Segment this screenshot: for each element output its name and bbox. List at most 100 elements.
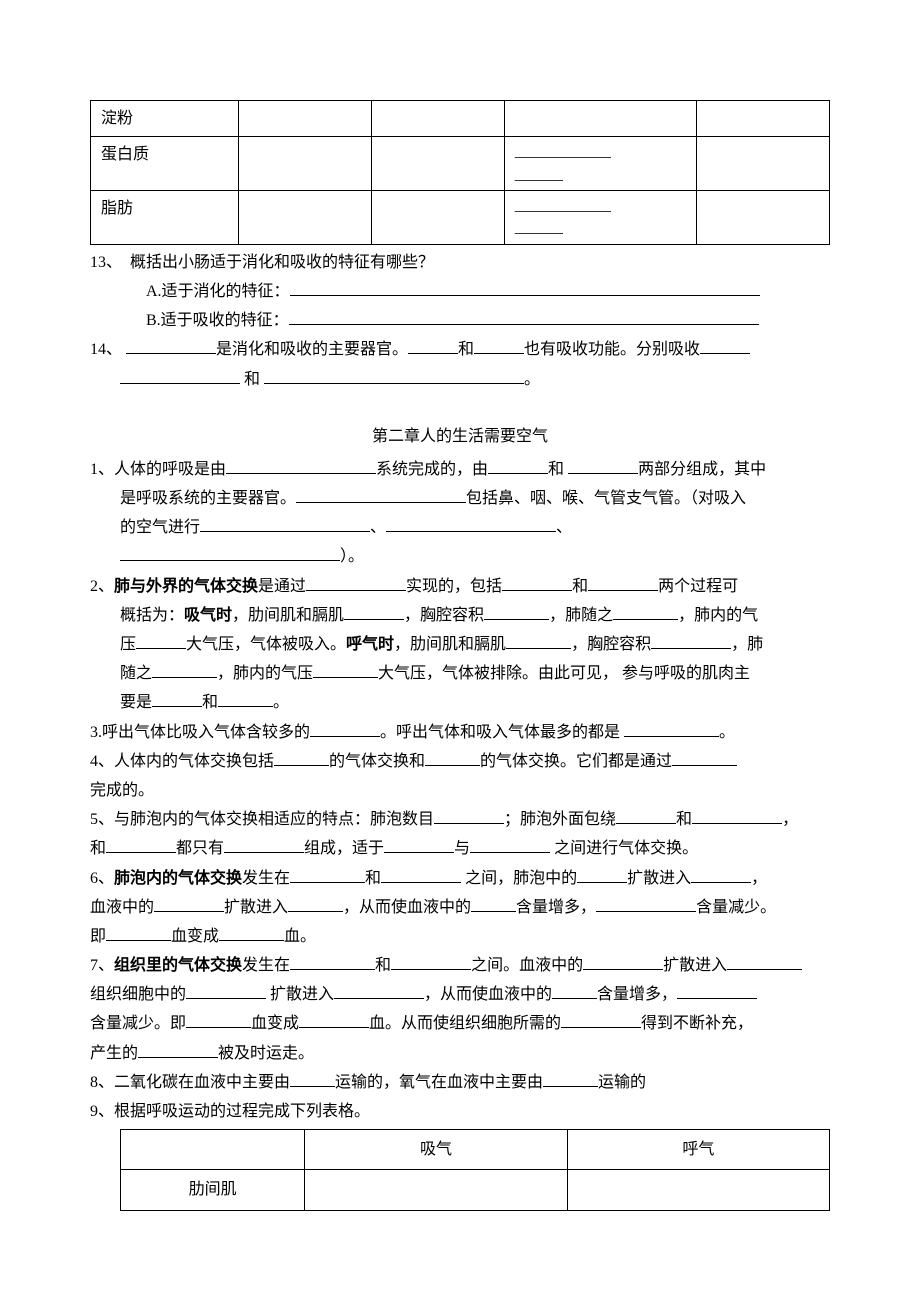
text: 和: [365, 870, 381, 887]
blank: [306, 573, 406, 591]
num: 9、: [90, 1103, 114, 1120]
text: 大气压，气体被吸入。: [186, 636, 346, 653]
cell: [238, 101, 371, 137]
text: 含量增多，: [516, 899, 596, 916]
q13-b-label: B.适于吸收的特征：: [146, 312, 289, 329]
text: 含量减少。即: [90, 1015, 186, 1032]
table-header-row: 吸气 呼气: [121, 1130, 830, 1170]
text: 是通过: [258, 578, 306, 595]
bold-text: 组织里的气体交换: [114, 957, 242, 974]
text: 被及时运走。: [218, 1045, 314, 1062]
blank: [344, 602, 404, 620]
blank: [290, 1069, 335, 1087]
c2-q6-l3: 即血变成血。: [90, 923, 830, 950]
text: 实现的，包括: [406, 578, 502, 595]
blank: [274, 748, 329, 766]
text: 和: [458, 341, 474, 358]
blank: [200, 515, 370, 533]
cell: [504, 101, 696, 137]
text: 血。从而使组织细胞所需的: [369, 1015, 561, 1032]
text: 。: [273, 694, 289, 711]
text: 与肺泡内的气体交换相适应的特点：肺泡数目: [114, 811, 434, 828]
cell: [696, 190, 829, 244]
text: 和: [90, 840, 106, 857]
c2-q7-l3: 含量减少。即血变成血。从而使组织细胞所需的得到不断补充，: [90, 1010, 830, 1037]
cell: [567, 1170, 829, 1210]
text: 系统完成的，由: [376, 461, 488, 478]
c2-q7: 7、组织里的气体交换发生在和之间。血液中的扩散进入: [90, 952, 830, 979]
blank: [484, 602, 549, 620]
text: 和: [548, 461, 568, 478]
text: 血。: [284, 928, 316, 945]
c2-q1: 1、人体的呼吸是由系统完成的，由和 两部分组成，其中: [90, 456, 830, 483]
text: ，胸腔容积: [404, 607, 484, 624]
q13-b: B.适于吸收的特征：: [90, 307, 830, 334]
text: 两部分组成，其中: [638, 461, 766, 478]
text: 也有吸收功能。分别吸收: [524, 341, 700, 358]
c2-q5-l2: 和都只有组成，适于与 之间进行气体交换。: [90, 835, 830, 862]
bold-text: 肺泡内的气体交换: [114, 870, 242, 887]
bold-text: 呼气时: [346, 636, 394, 653]
cell: __________________: [504, 137, 696, 191]
cell: [696, 101, 829, 137]
text: 和: [240, 371, 264, 388]
text: ，肺内的气: [678, 607, 758, 624]
blank: [425, 748, 480, 766]
num: 3.: [90, 724, 102, 741]
c2-q2-l3: 压大气压，气体被吸入。呼气时，肋间肌和膈肌，胸腔容积，肺: [90, 631, 830, 658]
blank: [700, 337, 750, 355]
blank: [126, 337, 216, 355]
q13-num: 13、: [90, 254, 122, 271]
text: 扩散进入: [224, 899, 288, 916]
text: 运输的: [598, 1074, 646, 1091]
blank: [218, 690, 273, 708]
text: 大气压，气体被排除。由此可见， 参与呼吸的肌肉主: [378, 665, 750, 682]
text: 血变成: [171, 928, 219, 945]
text: ，从而使血液中的: [424, 986, 552, 1003]
blank: [506, 631, 571, 649]
blank: [381, 865, 461, 883]
blank: [334, 982, 424, 1000]
blank: [120, 366, 240, 384]
text: 发生在: [242, 957, 290, 974]
blank: [384, 836, 454, 854]
c2-q1-l3: 的空气进行、、: [90, 514, 830, 541]
table-row: 肋间肌: [121, 1170, 830, 1210]
cell: [238, 190, 371, 244]
text: ）。: [340, 548, 364, 565]
blank: [289, 308, 759, 326]
text: 含量减少。: [696, 899, 776, 916]
text: 之间。血液中的: [471, 957, 583, 974]
cell: [238, 137, 371, 191]
blank: [577, 865, 627, 883]
blank: [224, 836, 304, 854]
cell-label: 肋间肌: [121, 1170, 305, 1210]
blank: [290, 278, 760, 296]
c2-q2-l5: 要是和。: [90, 689, 830, 716]
blank: [677, 982, 757, 1000]
q13-a-label: A.适于消化的特征：: [146, 283, 290, 300]
blank: [154, 894, 224, 912]
blank: [288, 894, 343, 912]
blank: [313, 661, 378, 679]
text: 两个过程可: [658, 578, 738, 595]
text: 扩散进入: [663, 957, 727, 974]
text: 是消化和吸收的主要器官。: [216, 341, 408, 358]
cell: [371, 137, 504, 191]
text: 含量增多，: [597, 986, 677, 1003]
text: ，: [751, 870, 767, 887]
text: 都只有: [176, 840, 224, 857]
num: 1、: [90, 461, 114, 478]
num: 5、: [90, 811, 114, 828]
q13-text: 概括出小肠适于消化和吸收的特征有哪些？: [130, 254, 434, 271]
blank: [106, 836, 176, 854]
text: ；肺泡外面包绕: [504, 811, 616, 828]
digestion-table: 淀粉 蛋白质 __________________ 脂肪 ___________…: [90, 100, 830, 245]
blank: [264, 366, 524, 384]
cell: [696, 137, 829, 191]
blank: [120, 544, 340, 562]
blank: [470, 836, 550, 854]
text: 的空气进行: [120, 519, 200, 536]
c2-q7-l4: 产生的被及时运走。: [90, 1040, 830, 1067]
blank: [386, 515, 556, 533]
